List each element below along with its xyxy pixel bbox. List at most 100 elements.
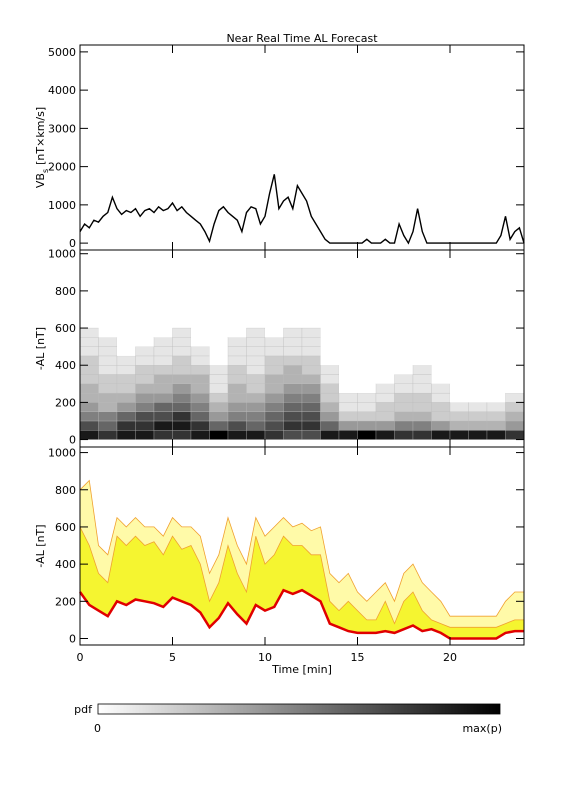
heatmap-cell bbox=[264, 392, 284, 403]
heatmap-cell bbox=[376, 355, 395, 366]
y-axis-label-main: VB bbox=[34, 173, 47, 188]
heatmap-cell bbox=[468, 328, 487, 338]
chart-title: Near Real Time AL Forecast bbox=[226, 32, 378, 45]
heatmap-cell bbox=[172, 420, 192, 431]
heatmap-cell bbox=[153, 365, 173, 375]
heatmap-cell bbox=[320, 430, 340, 440]
heatmap-cell bbox=[116, 411, 136, 422]
heatmap-cell bbox=[431, 346, 450, 356]
heatmap-cell bbox=[98, 392, 118, 403]
heatmap-cell bbox=[209, 346, 228, 356]
heatmap-cell bbox=[172, 402, 192, 412]
heatmap-cell bbox=[264, 337, 284, 347]
heatmap-cell bbox=[487, 374, 506, 384]
heatmap-cell bbox=[153, 411, 173, 422]
heatmap-cell bbox=[413, 328, 432, 338]
heatmap-cell bbox=[320, 402, 340, 412]
heatmap-cell bbox=[135, 392, 155, 403]
heatmap-cell bbox=[301, 346, 321, 357]
heatmap-cell bbox=[283, 374, 303, 384]
colorbar bbox=[97, 703, 501, 715]
y-tick-label: 2000 bbox=[48, 161, 76, 174]
heatmap-cell bbox=[283, 392, 303, 403]
data-line bbox=[79, 174, 525, 245]
heatmap-cell bbox=[135, 346, 155, 357]
heatmap-cell bbox=[375, 430, 395, 440]
plot-frame bbox=[79, 446, 525, 646]
heatmap-cell bbox=[301, 411, 321, 422]
heatmap-cell bbox=[431, 411, 451, 422]
heatmap-cell bbox=[98, 365, 118, 375]
heatmap-cell bbox=[339, 328, 358, 338]
heatmap-cell bbox=[412, 402, 432, 412]
heatmap-cell bbox=[468, 420, 488, 431]
heatmap-cell bbox=[468, 374, 487, 384]
heatmap-cell bbox=[338, 392, 358, 403]
y-tick-label: 200 bbox=[55, 595, 76, 608]
heatmap-cell bbox=[283, 337, 303, 347]
heatmap-cell bbox=[413, 355, 432, 366]
heatmap-cell bbox=[394, 355, 413, 366]
heatmap-cell bbox=[79, 383, 99, 394]
heatmap-cell bbox=[357, 346, 376, 356]
heatmap-cell bbox=[116, 420, 136, 431]
heatmap-cell bbox=[79, 337, 99, 347]
heatmap-cell bbox=[246, 355, 266, 366]
heatmap-cell bbox=[191, 337, 210, 347]
heatmap-cell bbox=[135, 420, 155, 431]
heatmap-cell bbox=[375, 402, 395, 412]
heatmap-cell bbox=[357, 392, 377, 403]
heatmap-cell bbox=[375, 411, 395, 422]
heatmap-cell bbox=[450, 365, 469, 375]
heatmap-cell bbox=[172, 392, 192, 403]
heatmap-cell bbox=[209, 365, 229, 375]
heatmap-cell bbox=[117, 337, 136, 347]
heatmap-cell bbox=[468, 430, 488, 440]
heatmap-cell bbox=[264, 402, 284, 412]
heatmap-cell bbox=[283, 383, 303, 394]
heatmap-cell bbox=[320, 420, 340, 431]
heatmap-cell bbox=[190, 365, 210, 375]
heatmap-cell bbox=[376, 337, 395, 347]
heatmap-cell bbox=[357, 328, 376, 338]
heatmap-cell bbox=[413, 337, 432, 347]
heatmap-cell bbox=[301, 327, 321, 338]
y-tick-label: 0 bbox=[69, 434, 76, 447]
heatmap-cell bbox=[320, 346, 339, 356]
heatmap-cell bbox=[283, 327, 303, 338]
heatmap-cell bbox=[246, 346, 266, 357]
heatmap-cell bbox=[320, 365, 340, 375]
heatmap-cell bbox=[487, 337, 506, 347]
heatmap-cell bbox=[209, 402, 229, 412]
heatmap-cell bbox=[79, 411, 99, 422]
heatmap-cell bbox=[487, 365, 506, 375]
heatmap-cell bbox=[246, 411, 266, 422]
heatmap-cell bbox=[190, 374, 210, 384]
heatmap-cell bbox=[283, 430, 303, 440]
band-edge bbox=[79, 526, 524, 628]
heatmap-cell bbox=[246, 337, 266, 347]
heatmap-cell bbox=[98, 411, 118, 422]
heatmap-cell bbox=[394, 346, 413, 356]
heatmap-cell bbox=[320, 328, 339, 338]
heatmap-cell bbox=[468, 402, 488, 412]
heatmap-cell bbox=[135, 365, 155, 375]
plot-frame bbox=[79, 44, 525, 251]
heatmap-cell bbox=[320, 411, 340, 422]
y-tick-label: 0 bbox=[69, 632, 76, 645]
heatmap-cell bbox=[209, 392, 229, 403]
heatmap-cell bbox=[505, 374, 524, 384]
y-tick-label: 800 bbox=[55, 285, 76, 298]
heatmap-cell bbox=[357, 355, 376, 366]
y-tick-label: 5000 bbox=[48, 46, 76, 59]
heatmap-cell bbox=[468, 365, 487, 375]
x-tick-label: 5 bbox=[169, 651, 176, 664]
heatmap-cell bbox=[227, 411, 247, 422]
heatmap-cell bbox=[135, 374, 155, 384]
heatmap-cell bbox=[116, 365, 136, 375]
heatmap-cell bbox=[376, 365, 395, 375]
heatmap-cell bbox=[357, 420, 377, 431]
heatmap-cell bbox=[487, 328, 506, 338]
heatmap-cell bbox=[153, 374, 173, 384]
heatmap-cell bbox=[468, 393, 487, 403]
